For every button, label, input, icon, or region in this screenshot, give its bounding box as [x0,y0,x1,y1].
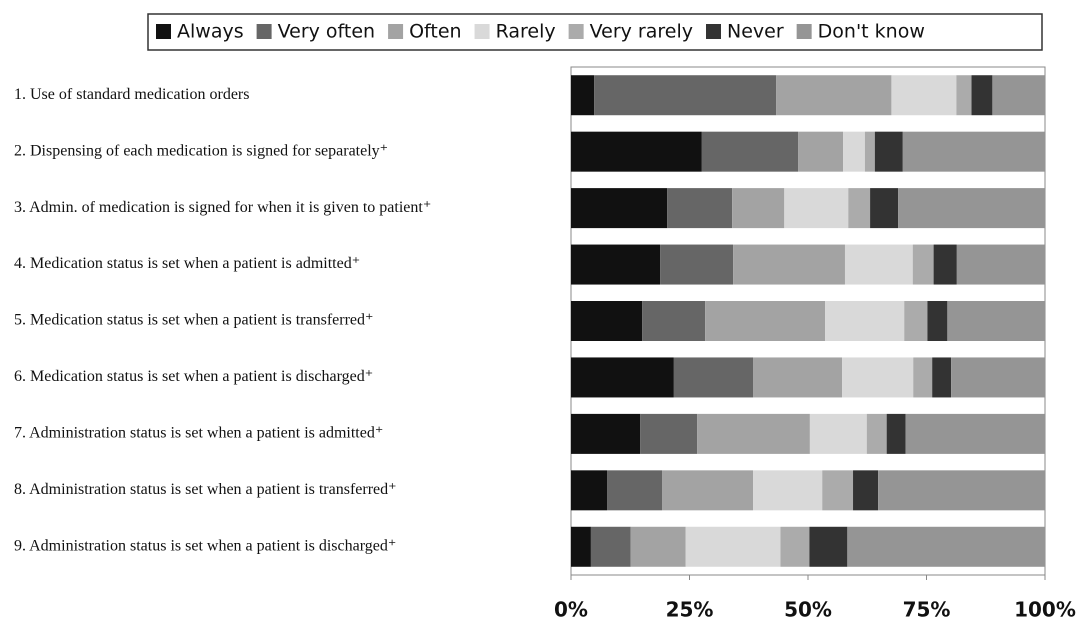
bar-segment [784,188,849,229]
bar-segment [571,526,591,567]
bar-segment [843,131,865,172]
bar-segment [798,131,844,172]
bar-segment [607,470,663,511]
legend-box [147,13,1043,51]
bar-segment [992,75,1045,116]
legend-label: Don't know [818,21,925,43]
bar-segment [956,75,972,116]
bar-segment [927,301,948,341]
bar-segment [932,357,952,398]
bar-segment [705,301,826,341]
x-tick-label: 25% [666,598,714,622]
x-tick-label: 100% [1014,598,1076,622]
category-label: 5. Medication status is set when a patie… [14,312,373,329]
bar-segment [780,526,810,567]
bar-segment [571,188,668,229]
category-label: 7. Administration status is set when a p… [14,425,383,442]
bar-segment [642,301,706,341]
bar-segment [842,357,914,398]
bar-segment [864,131,875,172]
bar-segment [594,75,777,116]
bar-segment [886,413,906,454]
bar-segment [844,244,913,285]
bar-segment [697,413,810,454]
bar-segment [847,526,1045,567]
bar-segment [971,75,993,116]
bar-segment [905,413,1045,454]
legend-swatch [388,24,404,39]
bar-segment [662,470,754,511]
bar-segment [571,244,661,285]
category-label: 8. Administration status is set when a p… [14,481,397,498]
bar-segment [809,526,848,567]
bar-segment [825,301,905,341]
legend-label: Very often [278,21,375,43]
bar-segment [956,244,1045,285]
bar-segment [822,470,854,511]
legend-swatch [256,24,272,39]
bar-segment [685,526,781,567]
bar-segment [667,188,733,229]
bar-segment [902,131,1045,172]
legend-swatch [568,24,584,39]
legend-swatch [474,24,490,39]
category-label: 6. Medication status is set when a patie… [14,368,373,385]
bar-segment [913,357,933,398]
bar-segment [660,244,734,285]
bar-segment [912,244,934,285]
bar-segment [891,75,957,116]
bar-segment [571,131,702,172]
bar-segment [571,75,595,116]
bar-segment [571,357,674,398]
bar-segment [853,470,879,511]
bar-segment [571,413,641,454]
bar-segment [732,188,785,229]
bar-segment [809,413,867,454]
bar-segment [753,470,823,511]
legend-label: Rarely [496,21,556,43]
x-tick-label: 50% [784,598,832,622]
bar-segment [904,301,928,341]
legend-label: Often [409,21,462,43]
bar-segment [848,188,871,229]
category-label: 9. Administration status is set when a p… [14,537,396,554]
bar-segment [701,131,799,172]
legend-label: Always [177,21,244,43]
bar-segment [590,526,631,567]
bar-segment [753,357,843,398]
bar-segment [673,357,754,398]
bar-segment [640,413,698,454]
bar-segment [898,188,1045,229]
bar-segment [866,413,887,454]
category-label: 1. Use of standard medication orders [14,86,249,103]
bar-segment [870,188,899,229]
category-label: 4. Medication status is set when a patie… [14,255,360,272]
x-tick-label: 0% [554,598,588,622]
bar-segment [733,244,845,285]
bar-segment [630,526,686,567]
legend-swatch [706,24,721,39]
bar-segment [571,301,643,341]
legend-swatch [156,24,171,39]
legend-label: Very rarely [590,21,693,43]
bar-segment [874,131,903,172]
bar-segment [947,301,1045,341]
bar-segment [776,75,892,116]
x-tick-label: 75% [903,598,951,622]
bar-segment [951,357,1045,398]
legend-label: Never [727,21,784,43]
bar-segment [878,470,1045,511]
bar-segment [933,244,957,285]
legend-swatch [796,24,812,39]
category-label: 3. Admin. of medication is signed for wh… [14,199,431,216]
bar-segment [571,470,608,511]
category-label: 2. Dispensing of each medication is sign… [14,142,388,159]
